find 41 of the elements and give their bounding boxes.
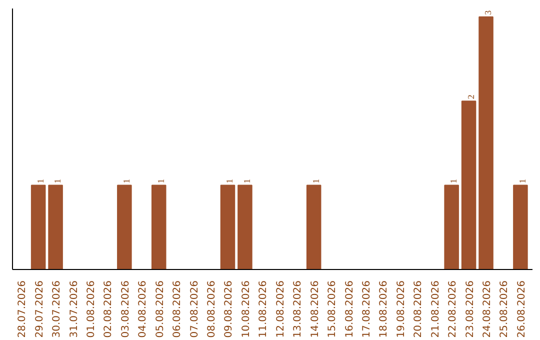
x-tick-label: 13.08.2026 (292, 280, 304, 338)
data-label: 1 (121, 178, 132, 184)
x-tick-label: 08.08.2026 (206, 280, 218, 338)
x-tick-label: 16.08.2026 (344, 280, 356, 338)
x-tick-label: 28.07.2026 (17, 280, 28, 338)
data-label: 3 (483, 10, 494, 15)
x-tick-label: 29.07.2026 (34, 280, 46, 338)
data-label: 1 (156, 178, 166, 184)
x-tick-label: 07.08.2026 (189, 280, 200, 338)
x-tick-label: 24.08.2026 (482, 280, 494, 338)
x-tick-label: 04.08.2026 (138, 280, 149, 338)
x-tick-label: 19.08.2026 (396, 280, 407, 338)
x-tick-label: 11.08.2026 (258, 280, 270, 338)
data-label: 1 (35, 178, 46, 184)
x-tick-label: 31.07.2026 (68, 280, 80, 338)
x-tick-label: 22.08.2026 (448, 280, 459, 338)
x-tick-label: 23.08.2026 (464, 280, 476, 338)
data-label: 2 (466, 94, 476, 100)
x-tick-label: 25.08.2026 (499, 280, 510, 338)
data-label: 1 (224, 178, 235, 184)
x-tick-label: 17.08.2026 (361, 280, 372, 338)
x-tick-label: 18.08.2026 (378, 280, 390, 338)
data-label: 1 (448, 178, 459, 184)
data-label: 1 (310, 178, 321, 184)
x-tick-label: 14.08.2026 (310, 280, 321, 338)
x-tick-label: 20.08.2026 (413, 280, 424, 338)
x-tick-label: 06.08.2026 (172, 280, 184, 338)
x-tick-label: 12.08.2026 (275, 280, 286, 338)
data-label: 1 (242, 178, 252, 184)
x-tick-label: 30.07.2026 (52, 280, 63, 338)
x-tick-label: 03.08.2026 (120, 280, 132, 338)
x-tick-label: 05.08.2026 (154, 280, 166, 338)
x-tick-label: 10.08.2026 (240, 280, 252, 338)
x-tick-label: 02.08.2026 (103, 280, 114, 338)
x-tick-label: 26.08.2026 (516, 280, 528, 338)
data-label: 1 (52, 178, 63, 184)
x-tick-label: 09.08.2026 (224, 280, 235, 338)
x-tick-label: 15.08.2026 (327, 280, 338, 338)
x-tick-label: 01.08.2026 (86, 280, 97, 338)
data-label: 1 (517, 178, 528, 184)
x-tick-label: 21.08.2026 (430, 280, 442, 338)
